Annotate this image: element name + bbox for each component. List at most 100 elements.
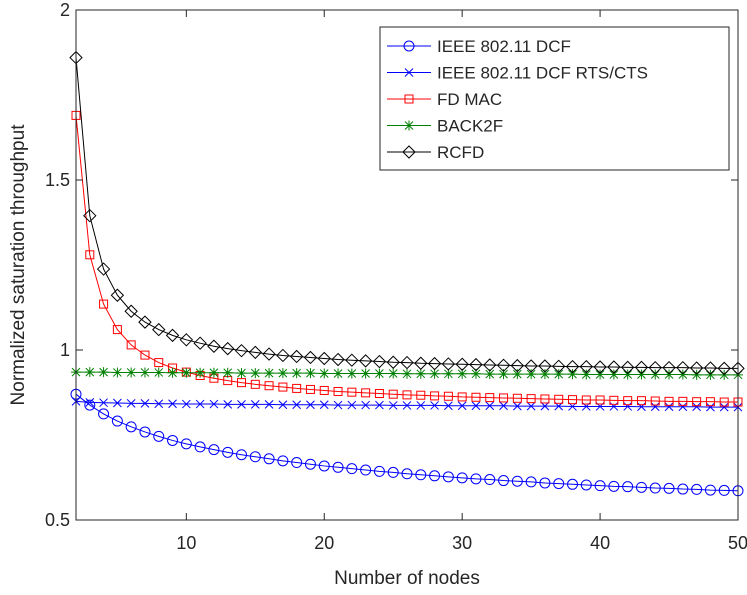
data-point [609,402,619,411]
series-0 [70,388,744,497]
data-point [568,395,577,405]
data-point [636,396,646,406]
data-point [84,399,96,411]
y-tick-label: 2 [60,0,70,20]
plot-frame [75,9,739,521]
data-point [623,402,633,411]
data-point [499,401,508,411]
data-point [291,457,303,469]
data-point [223,400,233,409]
data-point [553,369,564,380]
x-axis-label: Number of nodes [334,568,480,589]
data-point [304,458,316,470]
data-point [581,369,592,380]
data-point [317,351,331,366]
x-tick-label: 10 [176,533,196,553]
data-point [333,386,343,396]
data-point [347,400,357,410]
data-point [195,399,205,409]
data-point [194,441,206,453]
data-point [457,392,467,402]
legend-label: BACK2F [437,117,503,136]
data-point [263,453,275,465]
data-point [650,396,660,406]
data-point [430,401,439,410]
data-point [704,484,716,496]
data-point [415,469,427,481]
data-point [593,360,607,374]
data-point [539,477,551,489]
data-point [277,368,288,379]
data-point [567,478,578,490]
data-point [676,360,690,375]
data-point [594,480,606,492]
data-point [388,368,399,379]
data-point [579,359,593,374]
data-point [358,354,373,368]
data-point [292,383,302,393]
data-point [181,399,191,409]
y-tick-label: 0.5 [45,510,70,530]
data-point [567,369,578,380]
data-point [457,368,468,379]
data-point [512,401,522,411]
data-point [222,446,234,458]
data-point [264,368,275,379]
y-axis-ticks: 0.5 1 1.5 2 [45,0,738,530]
data-point [416,401,426,410]
data-point [360,464,372,476]
data-point [499,393,509,403]
data-point [209,399,219,409]
data-point [303,350,318,365]
data-point [595,369,606,380]
data-point [429,470,441,482]
data-point [387,466,399,478]
data-point [677,483,689,495]
data-point [276,348,290,363]
data-point [319,400,329,410]
data-point [703,361,718,375]
data-point [650,402,660,412]
data-point [193,336,207,350]
data-point [264,381,274,391]
data-point [485,401,495,411]
data-point [485,393,495,403]
data-point [98,367,109,378]
data-point [222,367,233,378]
data-point [250,379,260,389]
legend-marker [402,145,416,159]
data-point [99,398,108,408]
data-point [442,471,454,483]
data-point [195,367,206,378]
data-point [167,367,178,378]
data-point [402,390,412,400]
data-point [678,402,688,412]
data-point [510,358,525,373]
data-point [470,368,481,379]
data-point [305,368,316,379]
data-point [469,357,483,372]
data-point [305,384,315,394]
data-point [113,398,122,408]
data-point [637,402,646,412]
data-point [400,355,414,370]
data-point [664,369,675,380]
data-point [111,415,123,427]
data-point [580,479,592,491]
data-point [581,395,591,405]
data-point [138,315,152,329]
data-point [689,361,704,375]
data-point [719,402,729,412]
data-point [470,473,482,485]
data-point [250,400,260,409]
data-point [181,367,192,378]
data-point [430,391,440,401]
data-point [662,360,676,375]
data-point [553,478,565,490]
legend-entry-0: IEEE 802.11 DCF [387,37,571,56]
data-point [634,360,649,375]
data-point [457,401,467,411]
data-point [112,325,122,335]
data-point [717,361,731,376]
